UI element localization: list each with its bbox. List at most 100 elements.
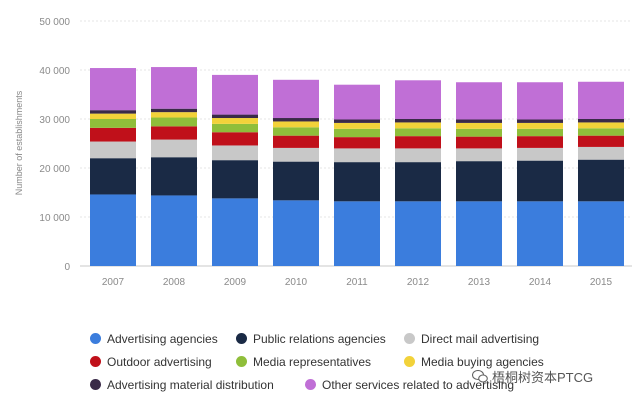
bar-segment (334, 128, 380, 138)
bar-segment (517, 82, 563, 120)
y-tick-label: 10 000 (39, 213, 70, 224)
bar-segment (334, 84, 380, 120)
legend-label: Public relations agencies (253, 331, 386, 346)
x-tick-label: 2014 (529, 277, 552, 288)
legend-item-advertising-agencies[interactable]: Advertising agencies (90, 332, 236, 346)
bar-segment (90, 68, 136, 111)
x-tick-label: 2010 (285, 277, 308, 288)
bar-segment (517, 122, 563, 129)
bar-segment (212, 118, 258, 124)
bar-segment (456, 136, 502, 149)
y-tick-label: 30 000 (39, 115, 70, 126)
bar-segment (334, 119, 380, 123)
bar-segment (395, 122, 441, 129)
bar-segment (212, 198, 258, 266)
legend-item-advertising-material-distribution[interactable]: Advertising material distribution (90, 378, 305, 392)
watermark: 梧桐树资本PTCG (472, 367, 593, 386)
bar-segment (273, 118, 319, 122)
bar-segment (578, 119, 624, 123)
bar-segment (212, 145, 258, 161)
bar-segment (151, 195, 197, 266)
bar-segment (273, 121, 319, 128)
bar-segment (273, 79, 319, 119)
legend-label: Media buying agencies (421, 354, 544, 369)
legend-marker-advertising-agencies (90, 333, 101, 344)
bar-segment (334, 137, 380, 149)
legend-marker-public-relations-agencies (236, 333, 247, 344)
bar-segment (90, 113, 136, 119)
bar-segment (151, 108, 197, 113)
legend-marker-advertising-material-distribution (90, 379, 101, 390)
bar-segment (578, 128, 624, 136)
legend-marker-media-representatives (236, 356, 247, 367)
legend-marker-outdoor-advertising (90, 356, 101, 367)
bar-segment (456, 148, 502, 162)
legend-row-2: Outdoor advertising Media representative… (90, 350, 610, 373)
legend-marker-other-services (305, 379, 316, 390)
bar-segment (395, 128, 441, 137)
bar-segment (151, 126, 197, 140)
bar-segment (90, 141, 136, 159)
y-tick-label: 0 (64, 262, 70, 273)
x-tick-label: 2008 (163, 277, 186, 288)
legend-item-other-services[interactable]: Other services related to advertising (305, 378, 514, 392)
bar-segment (578, 135, 624, 147)
bar-segment (151, 67, 197, 109)
legend-row-3: Advertising material distribution Other … (90, 373, 610, 396)
watermark-text: 梧桐树资本PTCG (492, 370, 594, 385)
bar-segment (212, 74, 258, 115)
legend-row-1: Advertising agencies Public relations ag… (90, 327, 610, 350)
bar-segment (456, 122, 502, 129)
bar-segment (151, 139, 197, 158)
bar-segment (578, 146, 624, 160)
bar-segment (90, 127, 136, 142)
bar-segment (90, 194, 136, 266)
legend-marker-direct-mail-advertising (404, 333, 415, 344)
bar-segment (273, 147, 319, 162)
legend-label: Advertising material distribution (107, 377, 274, 392)
bar-segment (395, 119, 441, 123)
bar-segment (517, 136, 563, 148)
bar-segment (212, 114, 258, 119)
bar-segment (212, 123, 258, 133)
bar-segment (212, 132, 258, 146)
x-tick-label: 2013 (468, 277, 491, 288)
bar-segment (334, 201, 380, 266)
legend-label: Outdoor advertising (107, 354, 212, 369)
bar-segment (578, 81, 624, 119)
bar-segment (273, 161, 319, 201)
bar-segment (334, 122, 380, 129)
legend-item-media-buying-agencies[interactable]: Media buying agencies (404, 355, 544, 369)
bar-segment (456, 201, 502, 266)
legend-item-public-relations-agencies[interactable]: Public relations agencies (236, 332, 404, 346)
legend-label: Other services related to advertising (322, 377, 515, 392)
bar-segment (273, 200, 319, 266)
bar-segment (334, 162, 380, 202)
bar-segment (517, 128, 563, 137)
legend-item-media-representatives[interactable]: Media representatives (236, 355, 404, 369)
bar-segment (151, 117, 197, 127)
bar-segment (395, 80, 441, 119)
bar-segment (456, 119, 502, 123)
bar-segment (395, 148, 441, 163)
bar-segment (395, 201, 441, 266)
legend-label: Advertising agencies (107, 331, 218, 346)
bar-segment (517, 201, 563, 266)
y-tick-label: 50 000 (39, 17, 70, 28)
x-tick-label: 2007 (102, 277, 125, 288)
legend-item-outdoor-advertising[interactable]: Outdoor advertising (90, 355, 236, 369)
y-tick-label: 20 000 (39, 164, 70, 175)
bar-segment (212, 160, 258, 199)
bar-segment (517, 119, 563, 123)
legend-item-direct-mail-advertising[interactable]: Direct mail advertising (404, 332, 539, 346)
bar-segment (90, 119, 136, 128)
bar-segment (578, 122, 624, 129)
bar-segment (578, 201, 624, 266)
bar-segment (151, 112, 197, 118)
wechat-icon (472, 370, 488, 383)
legend-marker-media-buying-agencies (404, 356, 415, 367)
bar-segment (517, 147, 563, 161)
x-tick-label: 2011 (346, 277, 368, 288)
bar-segment (456, 161, 502, 202)
